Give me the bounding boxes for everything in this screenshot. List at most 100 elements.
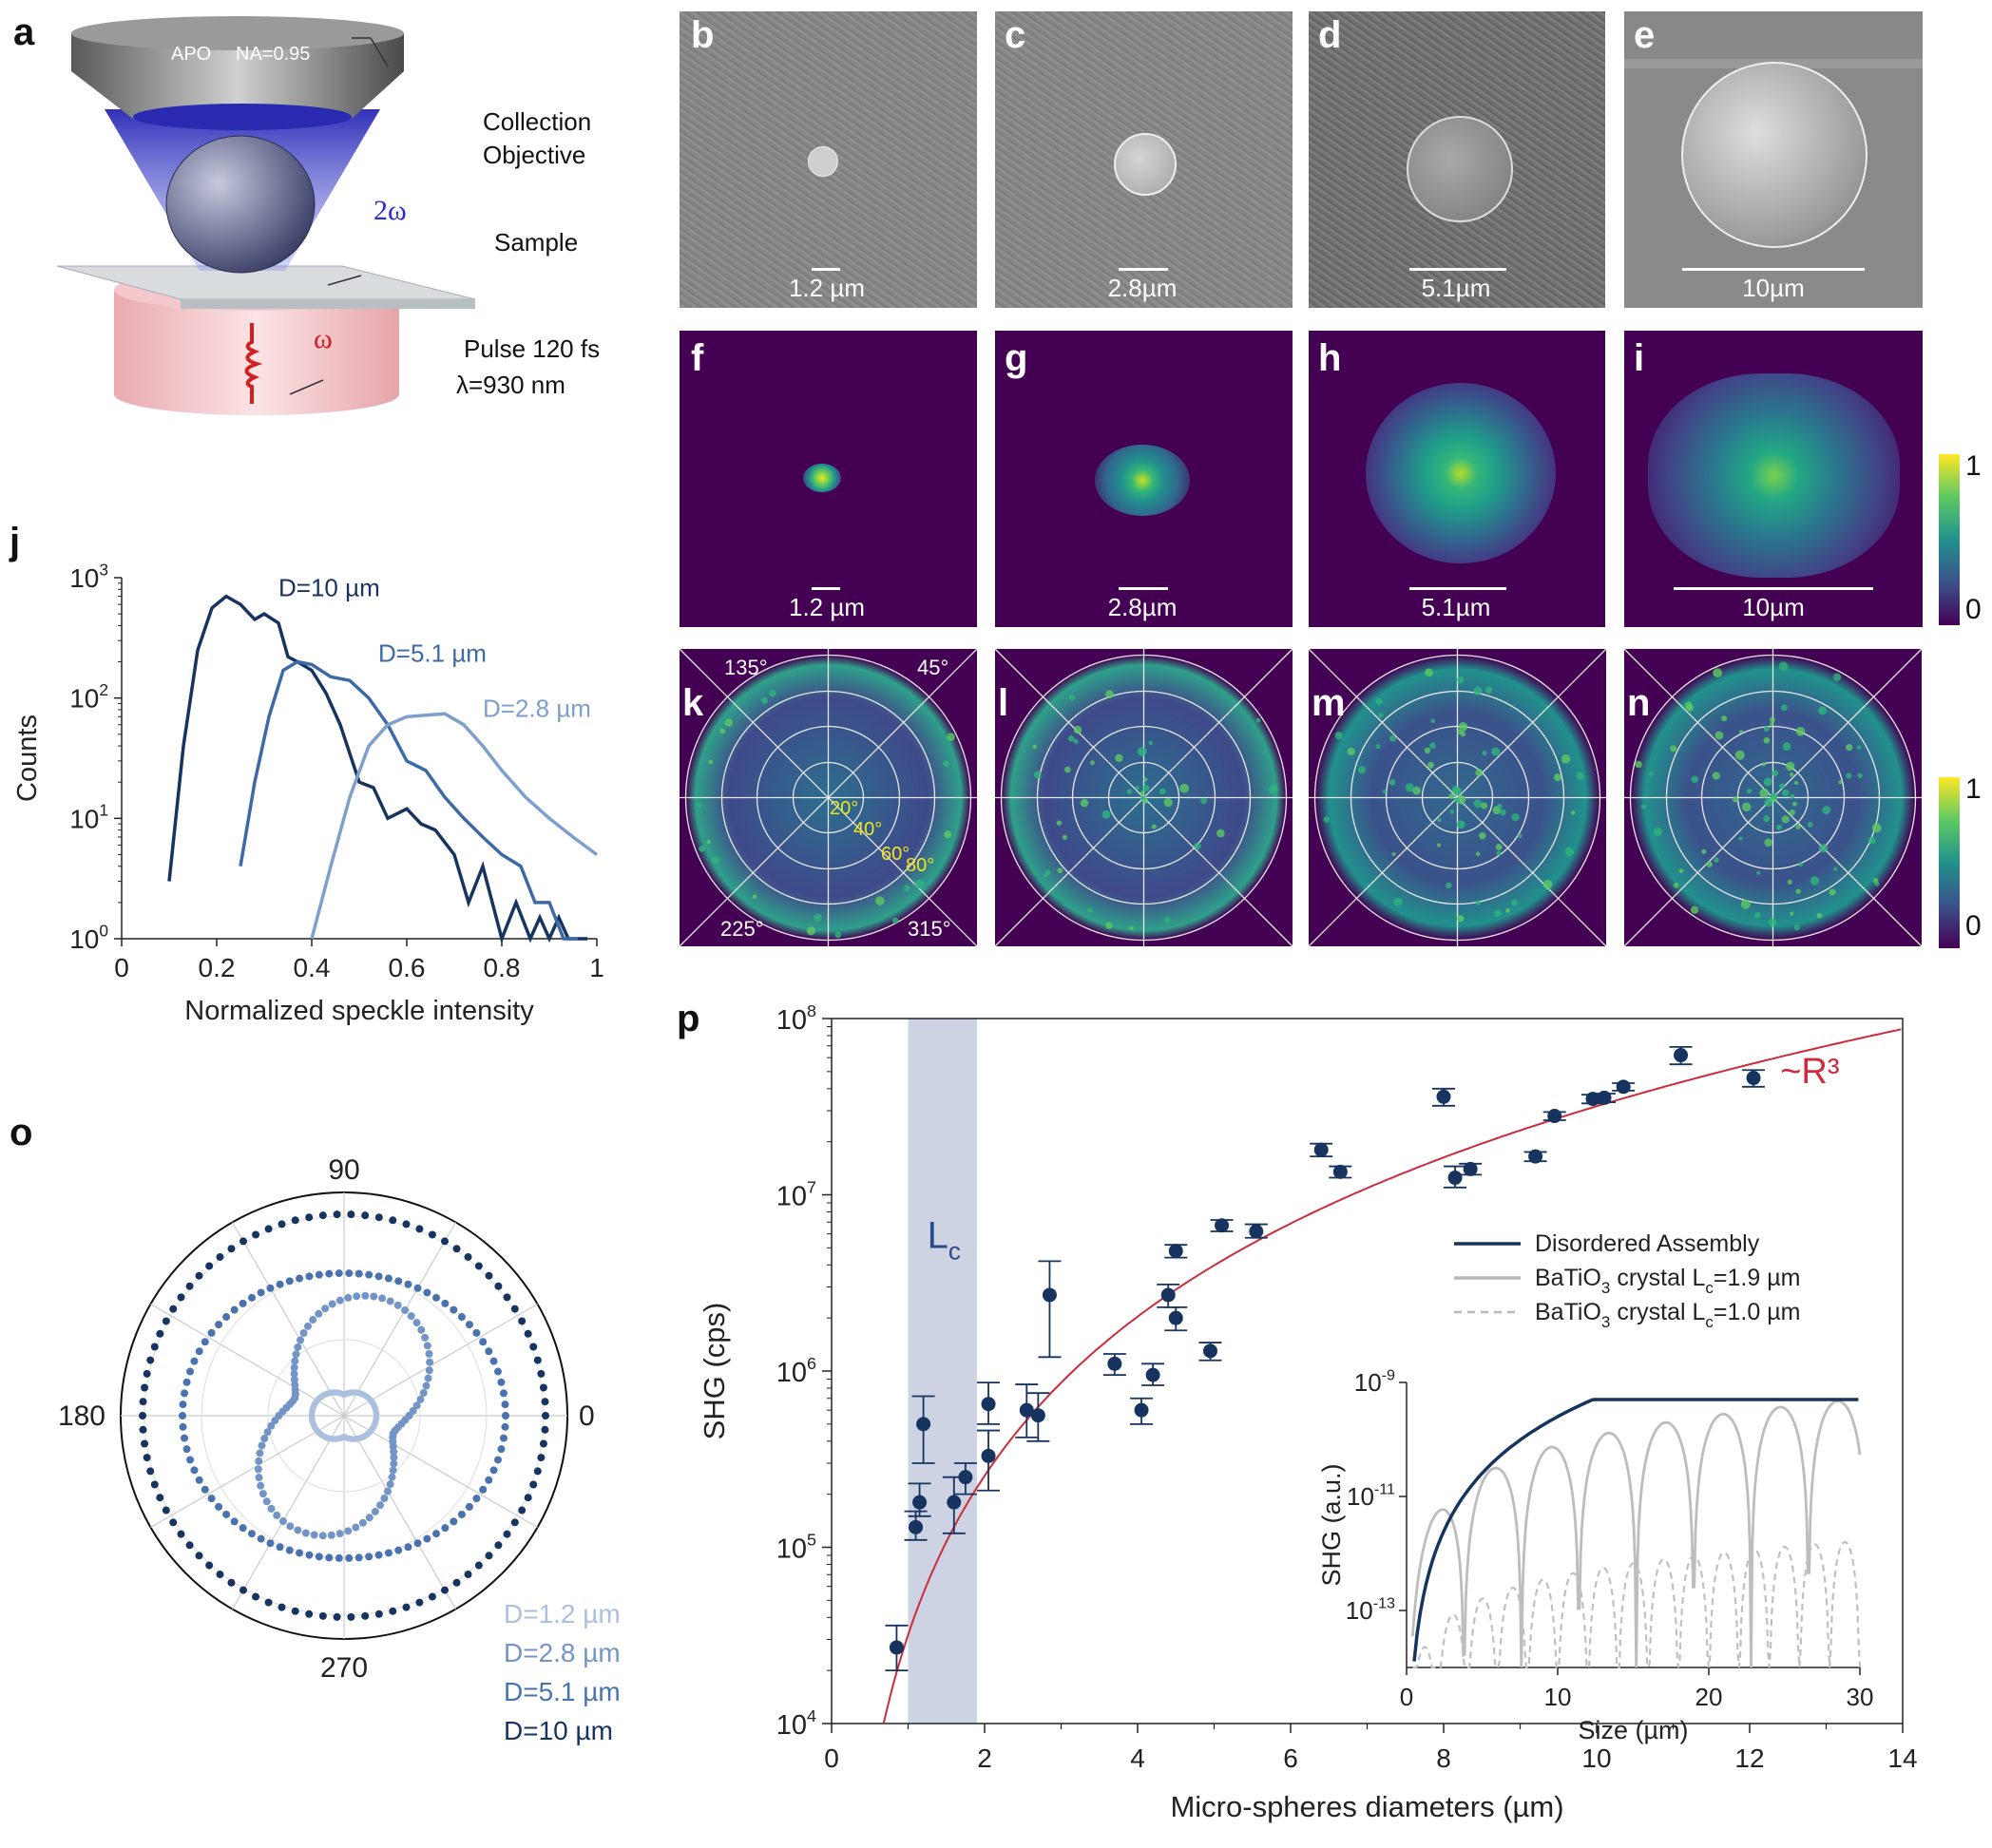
o-data-point (421, 1333, 430, 1342)
j-x-tick-label: 0 (114, 953, 129, 982)
colorbar-1-min: 0 (1965, 594, 1982, 625)
speckle-fleck (943, 760, 949, 767)
o-data-point (361, 1611, 370, 1620)
o-data-point (335, 1530, 344, 1538)
o-data-point (404, 1280, 412, 1288)
speckle-fleck (1064, 766, 1071, 773)
p-data-point (1528, 1149, 1543, 1164)
o-legend-2: D=5.1 µm (504, 1677, 621, 1706)
speckle-fleck (1382, 790, 1387, 794)
o-data-point (315, 1553, 323, 1561)
o-data-point (390, 1453, 398, 1461)
j-x-tick-label: 0.4 (294, 953, 331, 982)
speckle-fleck (1482, 751, 1487, 756)
panel-letter-g: g (1005, 337, 1028, 379)
speckle-fleck (1756, 870, 1761, 875)
o-data-point (296, 1274, 304, 1283)
o-grid-spoke (150, 1303, 538, 1529)
speckle-fleck (752, 894, 757, 899)
speckle-fleck (1473, 799, 1483, 809)
speckle-fleck (1143, 777, 1148, 782)
o-data-point (290, 1370, 298, 1379)
o-data-point (389, 1216, 397, 1225)
o-data-point (373, 1414, 380, 1420)
o-data-point (474, 1262, 483, 1270)
microsphere (1407, 116, 1513, 222)
speckle-fleck (1778, 661, 1789, 671)
o-data-point (402, 1220, 411, 1229)
chart-p: Lc 0 2 4 6 8 10 12 14 104 105 106 107 108 Micro-sphere… (698, 1001, 1918, 1823)
p-data-point (889, 1640, 904, 1655)
o-data-point (497, 1445, 506, 1454)
o-data-point (179, 1412, 186, 1419)
collection-label-2: Objective (483, 141, 586, 169)
scalebar-d (1409, 268, 1506, 271)
polar-radius-40: 40° (853, 819, 883, 840)
o-data-point (347, 1210, 355, 1219)
speckle-fleck (1151, 824, 1157, 829)
o-data-point (389, 1466, 397, 1475)
o-data-point (267, 1504, 276, 1513)
o-data-point (318, 1611, 327, 1620)
speckle-fleck (1135, 786, 1140, 791)
speckle-fleck (706, 840, 712, 845)
speckle-fleck (1713, 668, 1723, 678)
o-data-point (321, 1305, 330, 1313)
scalebar-i (1674, 587, 1873, 590)
panel-letter-l: l (998, 682, 1009, 724)
speckle-fleck (1412, 786, 1421, 795)
o-data-point (457, 1510, 466, 1518)
panel-letter-j: j (10, 521, 21, 562)
speckle-fleck (1670, 745, 1677, 753)
speckle-fleck (1678, 868, 1684, 874)
p-x-tick-label: 2 (977, 1743, 992, 1773)
speckle-fleck (1424, 747, 1431, 754)
speckle-fleck (1375, 697, 1383, 705)
o-data-point (222, 1510, 231, 1518)
objective-lens (71, 16, 404, 130)
o-data-point (290, 1363, 298, 1372)
speckle-spot (1648, 373, 1900, 578)
objective-label: APO (171, 44, 212, 65)
o-data-point (239, 1586, 247, 1594)
speckle-fleck (1511, 813, 1520, 822)
nanoparticle-assembly (165, 135, 316, 274)
speckle-fleck (1334, 732, 1343, 740)
speckle-fleck (1786, 761, 1795, 772)
o-data-point (347, 1612, 355, 1621)
panel-a-illustration (56, 16, 476, 415)
panel-letter-o: o (10, 1112, 33, 1153)
j-x-label: Normalized speckle intensity (184, 996, 534, 1026)
o-data-point (529, 1480, 538, 1489)
speckle-fleck (1829, 888, 1836, 896)
o-data-point (407, 1312, 415, 1321)
o-data-point (441, 1524, 450, 1533)
p-data-point (1597, 1090, 1612, 1105)
speckle-fleck (1868, 836, 1876, 845)
p-data-point (1447, 1171, 1463, 1186)
o-data-point (390, 1459, 398, 1468)
inset-y-tick-label: 10-13 (1346, 1594, 1395, 1625)
speckle-fleck (1795, 727, 1806, 736)
o-data-point (278, 1220, 286, 1229)
na-label: NA=0.95 (236, 44, 311, 65)
o-data-point (529, 1343, 538, 1351)
o-data-point (533, 1467, 542, 1476)
p-y-tick-label: 105 (776, 1530, 816, 1564)
panel-letter-p: p (677, 998, 700, 1039)
o-data-point (162, 1506, 170, 1515)
o-data-point (262, 1497, 271, 1506)
o-legend-0: D=1.2 µm (504, 1599, 621, 1629)
panel-letter-n: n (1627, 682, 1651, 724)
speckle-fleck (1791, 801, 1797, 807)
speckle-fleck (1393, 897, 1403, 906)
o-data-point (374, 1213, 383, 1222)
polar-angle-225: 225° (720, 917, 764, 941)
polar-radius-80: 80° (906, 855, 935, 876)
p-data-point (1547, 1109, 1562, 1124)
speckle-fleck (1673, 883, 1679, 888)
speckle-fleck (1473, 686, 1483, 695)
speckle-fleck (1734, 750, 1745, 760)
sem-image-b: 1.2 µm (680, 11, 977, 308)
o-data-point (386, 1297, 394, 1305)
